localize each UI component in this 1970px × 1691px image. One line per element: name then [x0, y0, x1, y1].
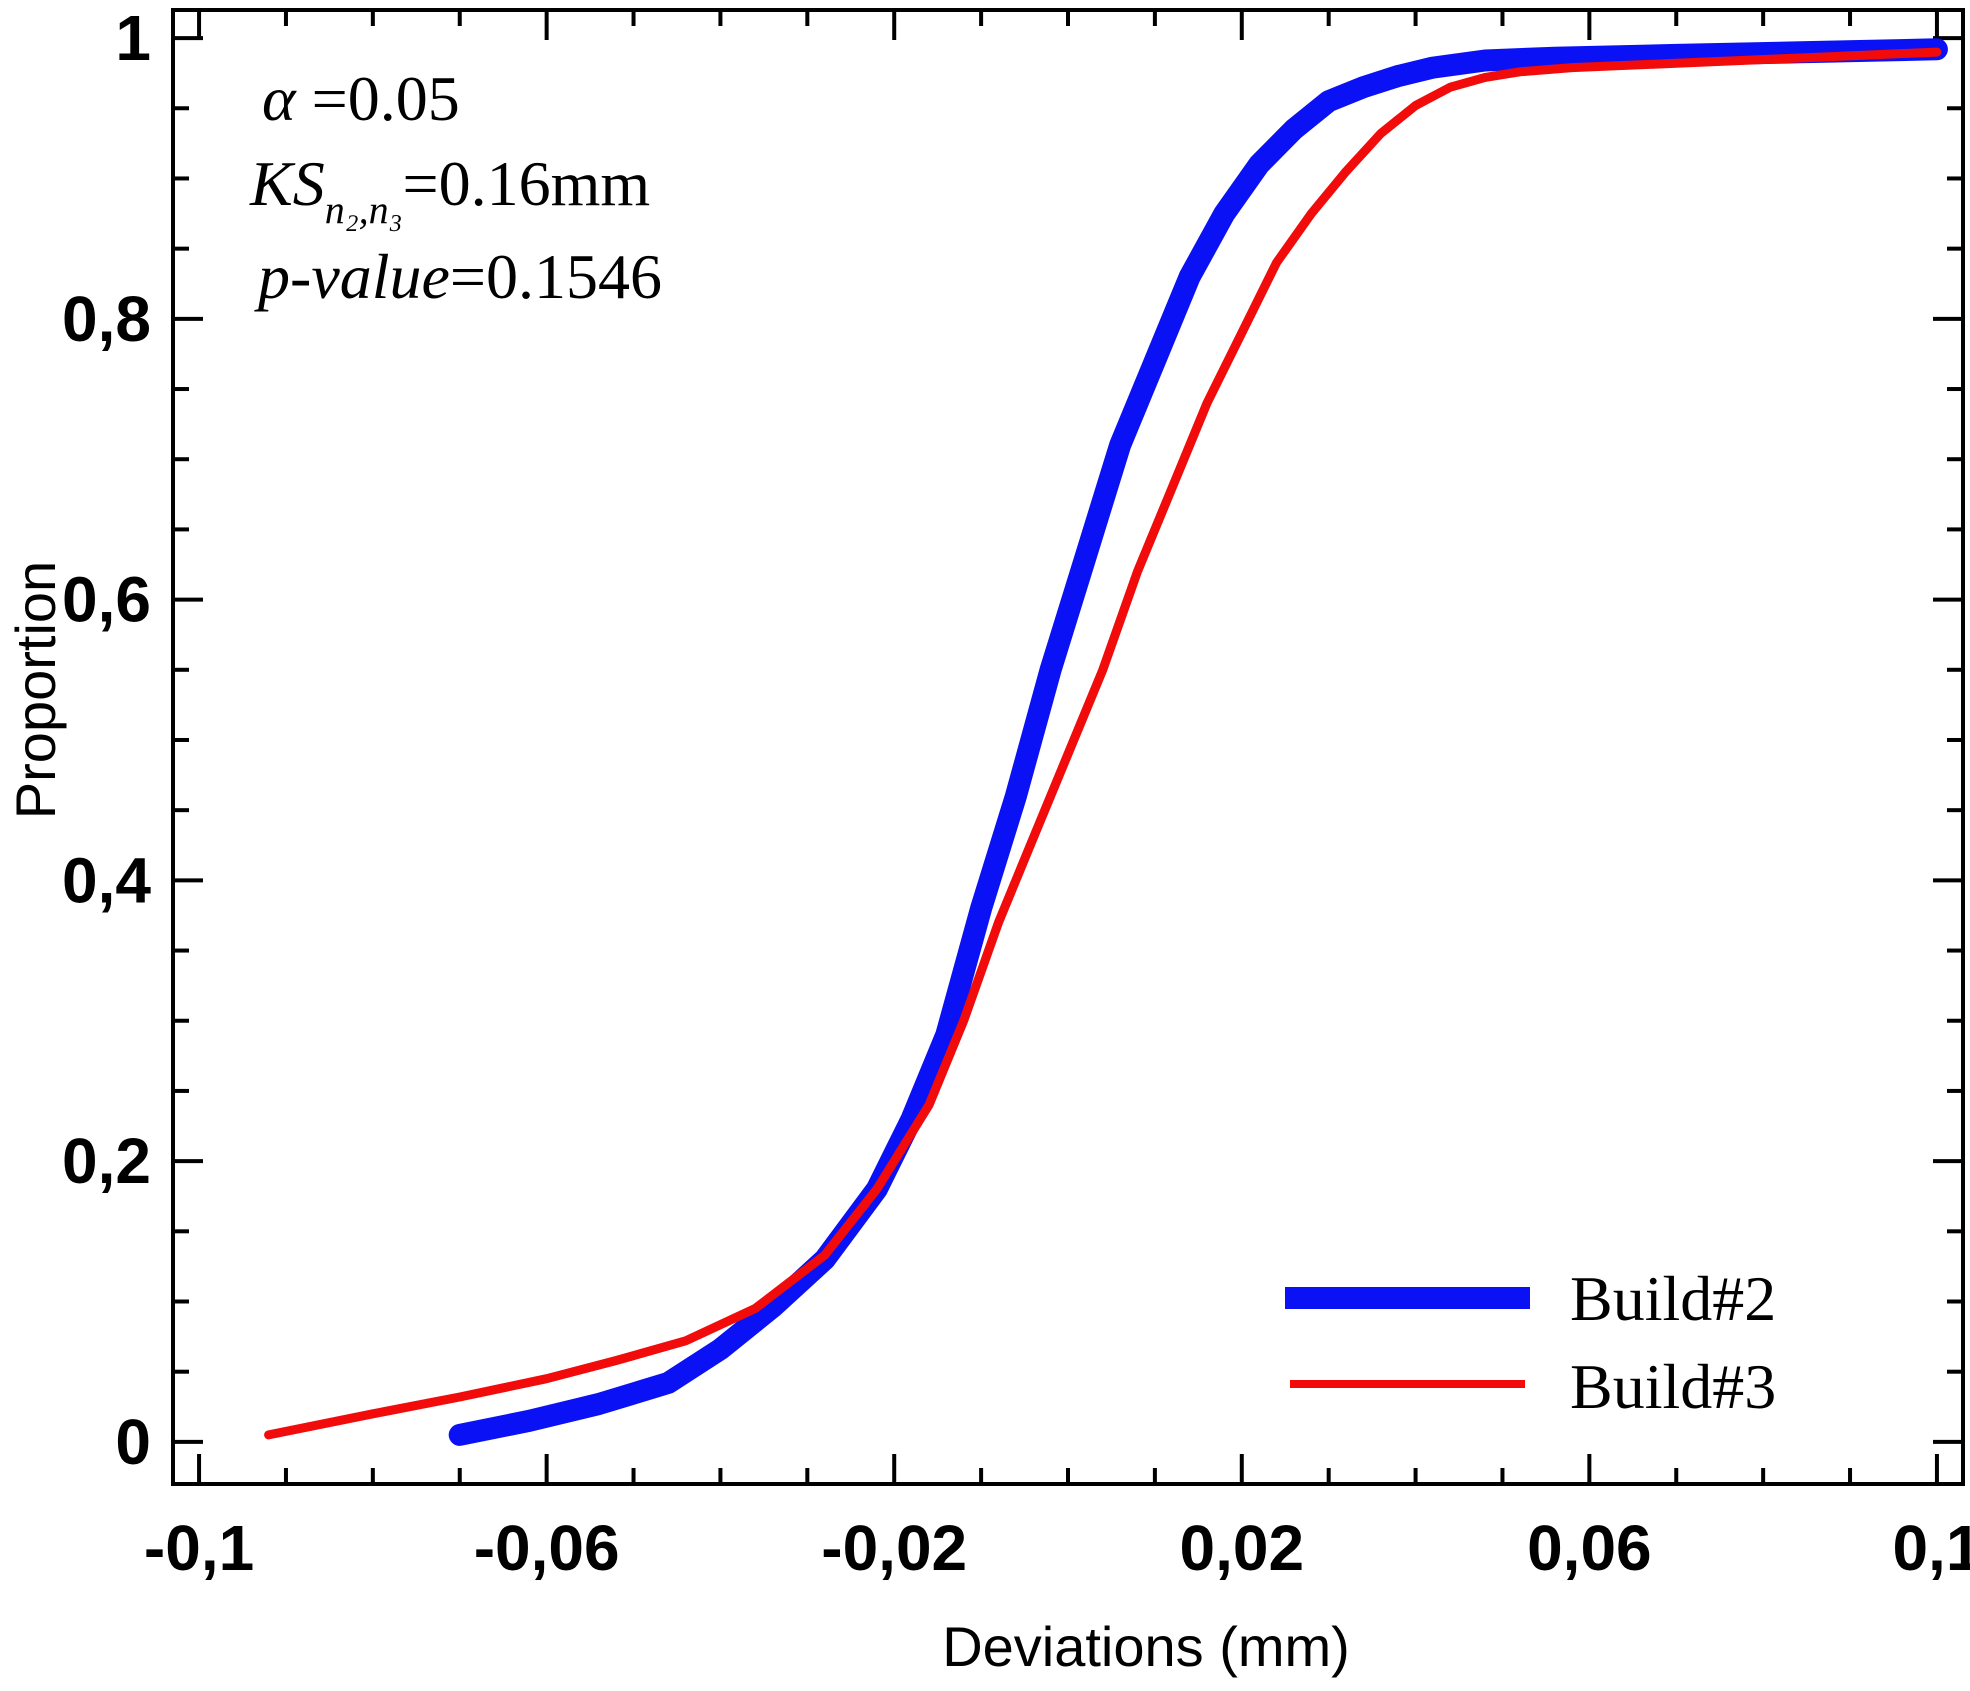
- ks-symbol: KS: [249, 148, 325, 219]
- ks-annotation: KSn₂,n₃=0.16mm: [249, 148, 650, 232]
- p-value-number: =0.1546: [450, 241, 662, 312]
- x-tick-label: 0,06: [1527, 1512, 1652, 1584]
- annotation-block: α =0.05 KSn₂,n₃=0.16mm p-value=0.1546: [249, 63, 662, 312]
- x-tick-label: -0,02: [821, 1512, 967, 1584]
- alpha-annotation: α =0.05: [262, 63, 460, 134]
- x-axis-title: Deviations (mm): [942, 1615, 1350, 1678]
- p-value-symbol: p-value: [254, 241, 450, 312]
- legend-label-build2: Build#2: [1570, 1263, 1776, 1334]
- y-tick-label: 1: [115, 2, 151, 74]
- y-axis-ticks: 0 0,2 0,4 0,6 0,8 1: [62, 2, 1963, 1478]
- x-tick-label: -0,06: [474, 1512, 620, 1584]
- y-axis-title: Proportion: [4, 561, 67, 819]
- y-tick-label: 0,4: [62, 844, 151, 916]
- series-line-build-3: [264, 47, 1942, 1440]
- y-tick-label: 0,6: [62, 564, 151, 636]
- y-tick-label: 0: [115, 1406, 151, 1478]
- y-tick-label: 0,2: [62, 1125, 151, 1197]
- ks-value: =0.16mm: [403, 148, 651, 219]
- series-layer: [264, 38, 1948, 1446]
- alpha-value: =0.05: [296, 63, 460, 134]
- x-tick-label: -0,1: [144, 1512, 254, 1584]
- x-tick-label: 0,02: [1180, 1512, 1305, 1584]
- y-tick-label: 0,8: [62, 283, 151, 355]
- legend-label-build3: Build#3: [1570, 1351, 1776, 1422]
- series-line-build-2: [448, 38, 1948, 1446]
- alpha-symbol: α: [262, 63, 297, 134]
- ks-subscript: n₂,n₃: [325, 187, 403, 232]
- p-value-annotation: p-value=0.1546: [254, 241, 662, 312]
- x-tick-label: 0,1: [1892, 1512, 1970, 1584]
- x-axis-ticks: -0,1 -0,06 -0,02 0,02 0,06 0,1: [144, 10, 1970, 1584]
- legend: Build#2 Build#3: [1285, 1263, 1776, 1422]
